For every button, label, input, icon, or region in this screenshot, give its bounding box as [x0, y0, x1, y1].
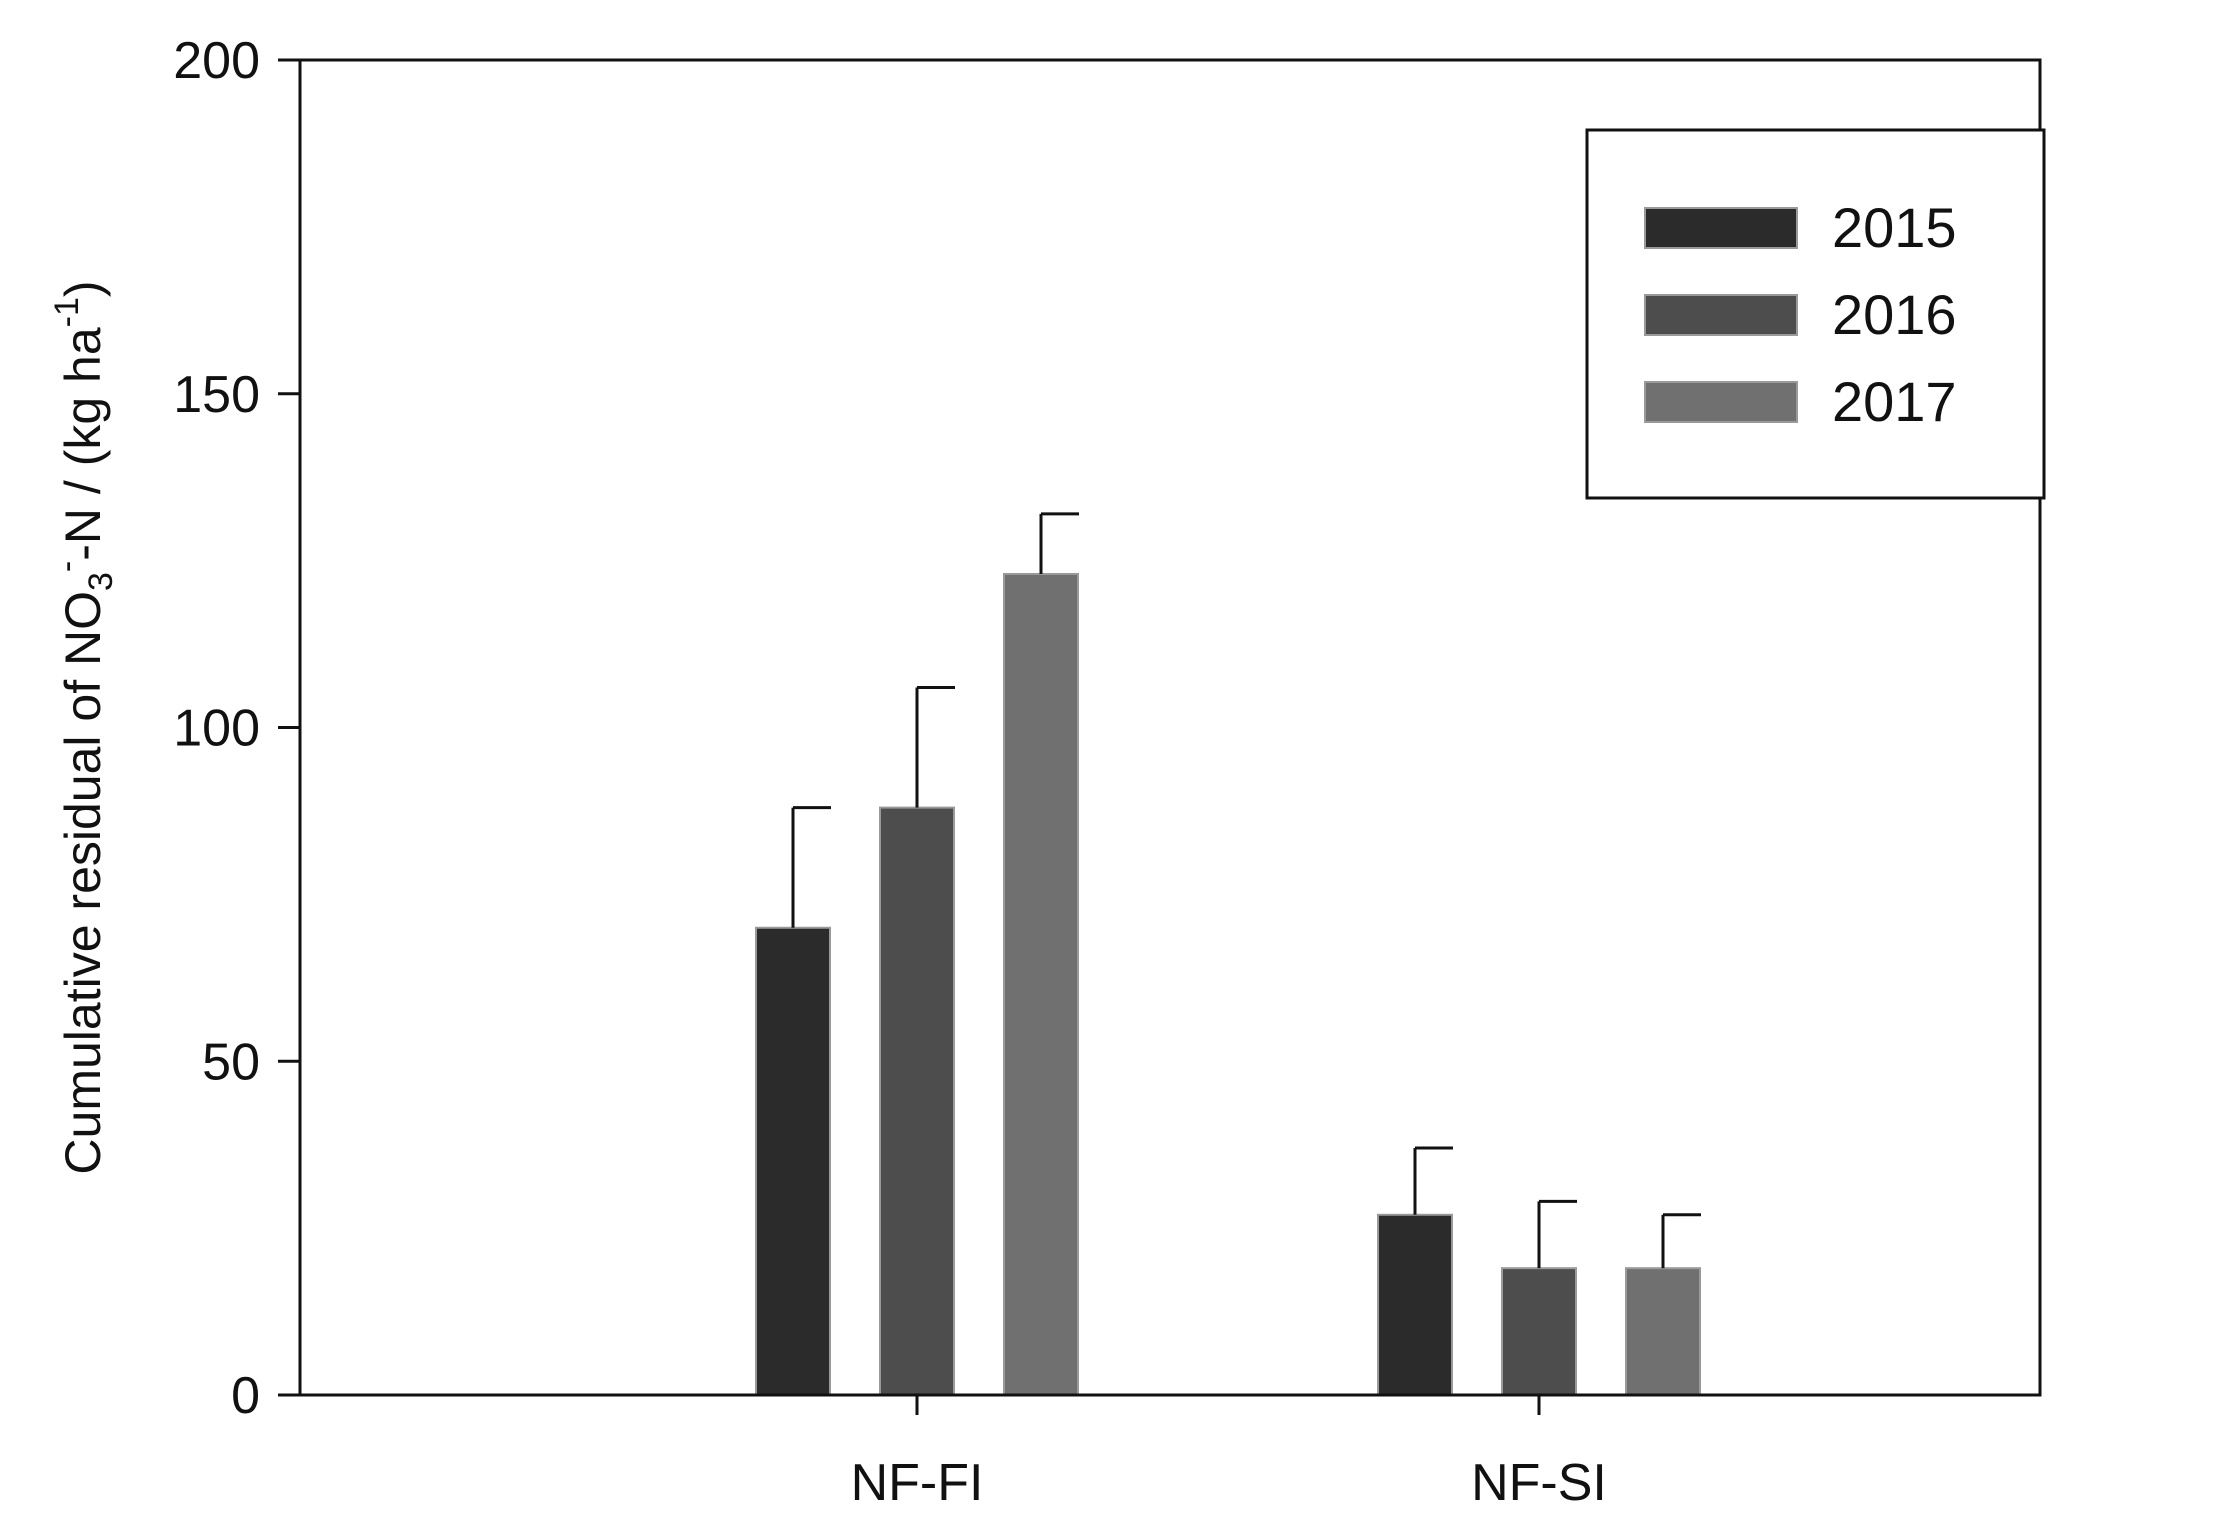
- y-tick-label: 0: [231, 1367, 260, 1425]
- legend-swatch: [1644, 294, 1798, 336]
- legend-swatch: [1644, 207, 1798, 249]
- y-tick-label: 200: [173, 32, 260, 90]
- y-tick-label: 50: [202, 1033, 260, 1091]
- legend-label: 2016: [1832, 283, 1957, 346]
- bars-layer: [755, 572, 1701, 1397]
- x-axis: NF-FI NF-SI: [851, 1395, 1607, 1512]
- bar: [1003, 572, 1079, 1396]
- bar: [1501, 1267, 1577, 1397]
- legend-label: 2017: [1832, 370, 1957, 433]
- x-tick-label: NF-FI: [851, 1454, 984, 1511]
- bar: [755, 926, 831, 1396]
- y-tick-label: 100: [173, 700, 260, 758]
- legend-label: 2015: [1832, 196, 1957, 259]
- bar: [879, 806, 955, 1396]
- bar: [1625, 1267, 1701, 1397]
- y-axis: 0 50 100 150 200: [173, 32, 300, 1425]
- y-axis-label: Cumulative residual of NO3--N / (kg ha-1…: [48, 280, 120, 1174]
- legend-swatch: [1644, 381, 1798, 423]
- legend: 2015 2016 2017: [1585, 128, 2046, 500]
- error-bars-layer: [791, 512, 1701, 1269]
- y-tick-label: 150: [173, 366, 260, 424]
- x-tick-label: NF-SI: [1471, 1454, 1607, 1511]
- bar: [1377, 1213, 1453, 1397]
